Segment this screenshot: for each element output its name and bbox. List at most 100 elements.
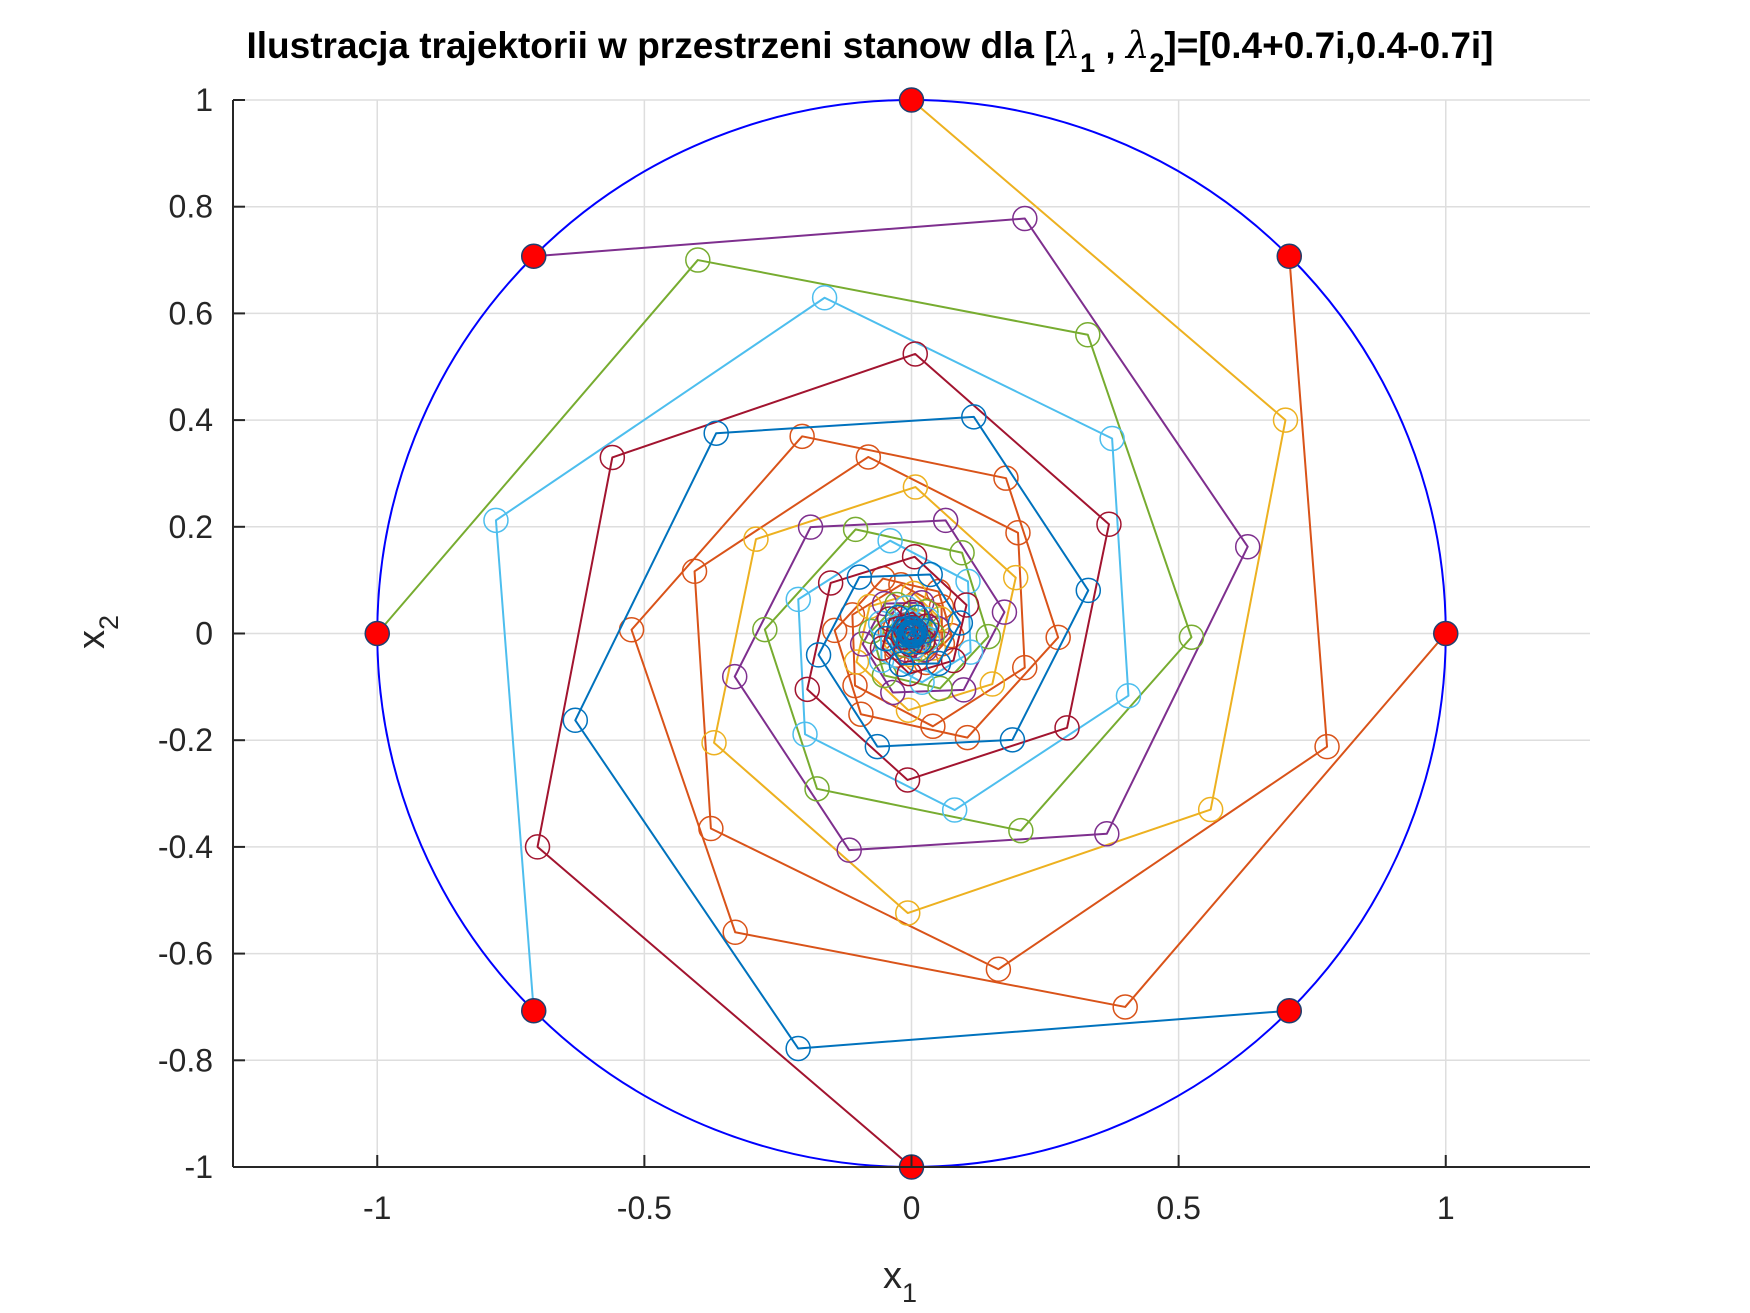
- start-point-marker: [520, 997, 547, 1024]
- y-tick-label: 0: [195, 616, 213, 652]
- trajectory-point: [848, 701, 874, 727]
- trajectory-point: [804, 776, 830, 802]
- start-point-marker: [364, 620, 390, 647]
- trajectory-point: [961, 404, 987, 430]
- trajectory-point: [949, 540, 975, 566]
- trajectory-point: [524, 834, 551, 860]
- trajectory-point: [785, 586, 811, 613]
- trajectory-point: [811, 285, 838, 311]
- plot-area: [364, 87, 1459, 1180]
- trajectory-point: [805, 642, 832, 668]
- trajectory-point: [991, 599, 1018, 625]
- start-point-marker: [898, 87, 925, 113]
- start-point-marker: [520, 243, 547, 270]
- trajectory-point: [954, 724, 981, 751]
- trajectory-line: [630, 435, 1447, 1008]
- trajectory-line: [693, 256, 1329, 971]
- trajectory-point: [877, 527, 903, 554]
- y-tick-label: -1: [185, 1149, 213, 1185]
- trajectory-point: [871, 590, 898, 617]
- trajectory-point: [855, 444, 882, 470]
- trajectory-point: [895, 900, 921, 926]
- trajectory-point: [899, 621, 925, 647]
- trajectory-point: [842, 516, 869, 543]
- trajectory-point: [483, 507, 509, 534]
- trajectory-line: [494, 296, 1130, 1011]
- trajectory-point: [1272, 407, 1299, 433]
- trajectory-point: [975, 623, 1002, 650]
- y-tick-label: 0.4: [169, 402, 213, 438]
- y-axis-label-sub: 2: [94, 615, 124, 630]
- trajectory-point: [698, 815, 724, 842]
- trajectory-point: [1012, 654, 1038, 681]
- trajectory-point: [685, 247, 711, 273]
- trajectory-point: [896, 660, 923, 687]
- trajectory-point: [1099, 425, 1125, 452]
- trajectory-point: [1197, 796, 1224, 823]
- trajectory-series: [376, 247, 1205, 844]
- y-tick-label: -0.2: [158, 722, 213, 758]
- title-subscript-1: 1: [1080, 48, 1095, 78]
- axes: [232, 99, 1590, 1168]
- trajectory-series: [524, 341, 1122, 1168]
- trajectory-point: [940, 647, 967, 674]
- trajectory-point: [1178, 624, 1205, 650]
- trajectory-point: [843, 649, 870, 675]
- trajectory-point: [1112, 994, 1138, 1020]
- trajectory-point: [794, 676, 821, 703]
- trajectory-point: [722, 919, 748, 946]
- start-point-marker: [1276, 243, 1303, 270]
- y-tick-label: 0.2: [169, 509, 213, 545]
- y-tick-label: 0.8: [169, 189, 213, 225]
- trajectory-point: [789, 423, 815, 450]
- title-separator: ,: [1095, 25, 1126, 66]
- trajectory-point: [1054, 715, 1080, 741]
- trajectory-point: [1096, 511, 1122, 538]
- y-tick-label: -0.4: [158, 829, 213, 865]
- trajectory-point: [1094, 821, 1120, 847]
- trajectory-point: [721, 663, 748, 690]
- trajectory-point: [1314, 733, 1340, 760]
- trajectory-point: [902, 474, 929, 500]
- trajectory-point: [985, 956, 1012, 982]
- trajectory-line: [574, 415, 1290, 1050]
- chart-title: Ilustracja trajektorii w przestrzeni sta…: [246, 24, 1493, 78]
- trajectory-point: [927, 675, 953, 702]
- trajectory-point: [703, 420, 729, 446]
- trajectory-point: [1075, 577, 1102, 604]
- trajectory-point: [752, 616, 778, 643]
- trajectory-point: [920, 713, 946, 740]
- trajectory-point: [999, 727, 1026, 753]
- y-tick-label: 1: [195, 82, 213, 118]
- y-axis-label-main: x: [71, 630, 113, 649]
- trajectory-point: [681, 558, 708, 585]
- x-tick-label: 1: [1437, 1190, 1455, 1226]
- trajectory-point: [957, 639, 984, 665]
- trajectory-series: [701, 99, 1299, 926]
- start-point-marker: [1433, 620, 1459, 647]
- trajectory-point: [1012, 205, 1038, 232]
- trajectory-point: [1005, 519, 1031, 546]
- title-lambda-2: λ: [1124, 24, 1149, 67]
- trajectory-point: [901, 544, 928, 570]
- trajectory-point: [932, 507, 959, 534]
- y-axis-label: x2: [71, 615, 124, 649]
- x-tick-label: 0.5: [1156, 1190, 1200, 1226]
- x-axis-label-sub: 1: [902, 1278, 917, 1308]
- trajectory-point: [701, 729, 727, 756]
- trajectory-point: [792, 721, 818, 748]
- x-tick-label: -0.5: [617, 1190, 672, 1226]
- trajectory-point: [953, 592, 980, 618]
- trajectory-point: [1234, 533, 1261, 560]
- trajectory-point: [836, 837, 862, 863]
- trajectory-point: [979, 671, 1006, 697]
- trajectory-line: [536, 352, 1110, 1168]
- trajectory-series: [562, 404, 1290, 1062]
- trajectory-series: [618, 423, 1447, 1020]
- trajectory-point: [1008, 817, 1034, 844]
- trajectory-line: [376, 259, 1193, 832]
- trajectory-line: [713, 99, 1287, 915]
- trajectory-point: [1115, 682, 1142, 709]
- trajectory-point: [895, 697, 922, 723]
